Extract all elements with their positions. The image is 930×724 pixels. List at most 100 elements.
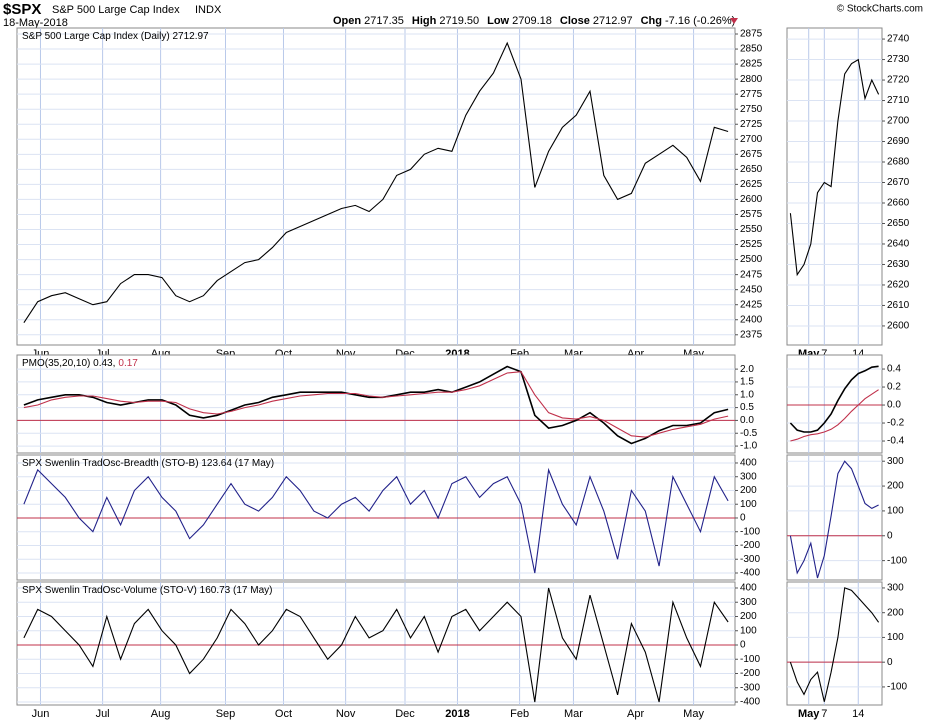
y-tick-label: 2600: [740, 194, 763, 205]
y-tick-label: 200: [887, 607, 904, 618]
y-tick-label: 2800: [740, 74, 763, 85]
y-tick-label: 0: [887, 530, 893, 541]
panel-title: S&P 500 Large Cap Index (Daily) 2712.97: [22, 31, 209, 42]
x-tick-label: Mar: [564, 708, 583, 720]
y-tick-label: 2740: [887, 34, 910, 45]
y-tick-label: 2575: [740, 209, 763, 220]
y-tick-label: -300: [740, 554, 760, 565]
quote-label: Chg: [641, 15, 662, 27]
series-line: [23, 587, 729, 703]
series-line: [23, 371, 729, 438]
x-tick-label: Feb: [510, 708, 529, 720]
y-tick-label: 0.2: [887, 382, 901, 393]
y-tick-label: 2730: [887, 54, 910, 65]
y-tick-label: 2400: [740, 314, 763, 325]
y-tick-label: 2600: [887, 321, 910, 332]
y-tick-label: 1.5: [740, 377, 754, 388]
x-tick-label: Jun: [32, 708, 50, 720]
series-line: [23, 41, 729, 324]
y-tick-label: 100: [740, 625, 757, 636]
panel: [786, 454, 883, 581]
x-tick-label: Dec: [395, 708, 415, 720]
y-tick-label: 2690: [887, 136, 910, 147]
y-tick-label: -200: [740, 668, 760, 679]
series-line: [790, 389, 879, 442]
y-tick-label: 2650: [740, 164, 763, 175]
y-tick-label: 300: [887, 456, 904, 467]
x-tick-label: 7: [821, 348, 827, 360]
y-tick-label: 2630: [887, 259, 910, 270]
quote-value: 2719.50: [439, 15, 479, 27]
y-tick-label: -400: [740, 697, 760, 708]
y-tick-label: -0.5: [740, 428, 758, 439]
series-line: [23, 467, 729, 574]
y-tick-label: 300: [740, 471, 757, 482]
y-tick-label: 2620: [887, 280, 910, 291]
quote-label: High: [412, 15, 437, 27]
x-tick-label: Apr: [627, 708, 644, 720]
quote-label: Low: [487, 15, 509, 27]
y-tick-label: 2775: [740, 89, 763, 100]
y-tick-label: 400: [740, 458, 757, 469]
y-tick-label: -200: [740, 540, 760, 551]
series-line: [789, 460, 879, 579]
panel: [786, 27, 883, 346]
x-tick-label: Jul: [96, 708, 110, 720]
series-line: [789, 587, 880, 702]
x-tick-label: Nov: [336, 708, 356, 720]
y-tick-label: 2700: [740, 134, 763, 145]
y-tick-label: 400: [740, 583, 757, 594]
y-tick-label: 100: [887, 506, 904, 517]
series-line: [23, 365, 729, 445]
y-tick-label: 2.0: [740, 364, 754, 375]
y-tick-label: -400: [740, 568, 760, 579]
index-name: S&P 500 Large Cap Index: [52, 4, 180, 16]
y-tick-label: -1.0: [740, 441, 758, 452]
y-tick-label: 2610: [887, 300, 910, 311]
panel: [16, 354, 736, 454]
y-tick-label: 2475: [740, 269, 763, 280]
y-tick-label: 200: [887, 481, 904, 492]
quote-value: 2712.97: [593, 15, 633, 27]
y-tick-label: 0: [887, 657, 893, 668]
y-tick-label: -0.2: [887, 418, 905, 429]
x-tick-label: Sep: [216, 708, 236, 720]
quote-label: Open: [333, 15, 361, 27]
y-tick-label: 2875: [740, 29, 763, 40]
panel-title-text: SPX Swenlin TradOsc-Breadth (STO-B) 123.…: [22, 458, 274, 469]
y-tick-label: -100: [740, 654, 760, 665]
y-tick-label: 2725: [740, 119, 763, 130]
y-tick-label: 2660: [887, 198, 910, 209]
y-tick-label: 2640: [887, 239, 910, 250]
y-tick-label: 2675: [740, 149, 763, 160]
y-tick-label: 2720: [887, 75, 910, 86]
y-tick-label: 0: [740, 513, 746, 524]
panel-title: SPX Swenlin TradOsc-Volume (STO-V) 160.7…: [22, 585, 272, 596]
y-tick-label: 2500: [740, 254, 763, 265]
y-tick-label: 0.4: [887, 364, 901, 375]
y-tick-label: 0.0: [740, 415, 754, 426]
y-tick-label: -100: [887, 555, 907, 566]
quote: Open 2717.35 High 2719.50 Low 2709.18 Close 271…: [333, 15, 735, 27]
y-tick-label: 300: [887, 583, 904, 594]
panel-title-text: PMO(35,20,10) 0.43,: [22, 358, 115, 369]
symbol: $SPX: [3, 1, 41, 18]
y-tick-label: 2825: [740, 59, 763, 70]
quote-value: 2709.18: [512, 15, 552, 27]
panel-title: PMO(35,20,10) 0.43, 0.17: [22, 358, 138, 369]
date: 18-May-2018: [3, 17, 68, 29]
y-tick-label: 200: [740, 485, 757, 496]
y-tick-label: 300: [740, 597, 757, 608]
y-tick-label: -100: [740, 526, 760, 537]
y-tick-label: 100: [887, 632, 904, 643]
exchange: INDX: [195, 4, 222, 16]
y-tick-label: 2525: [740, 239, 763, 250]
y-tick-label: 2450: [740, 284, 763, 295]
y-tick-label: -0.4: [887, 436, 905, 447]
y-tick-label: 100: [740, 499, 757, 510]
y-tick-label: -100: [887, 682, 907, 693]
y-tick-label: 2670: [887, 177, 910, 188]
y-tick-label: 2625: [740, 179, 763, 190]
x-tick-label: Aug: [151, 708, 171, 720]
panel-title-text: S&P 500 Large Cap Index (Daily) 2712.97: [22, 31, 209, 42]
